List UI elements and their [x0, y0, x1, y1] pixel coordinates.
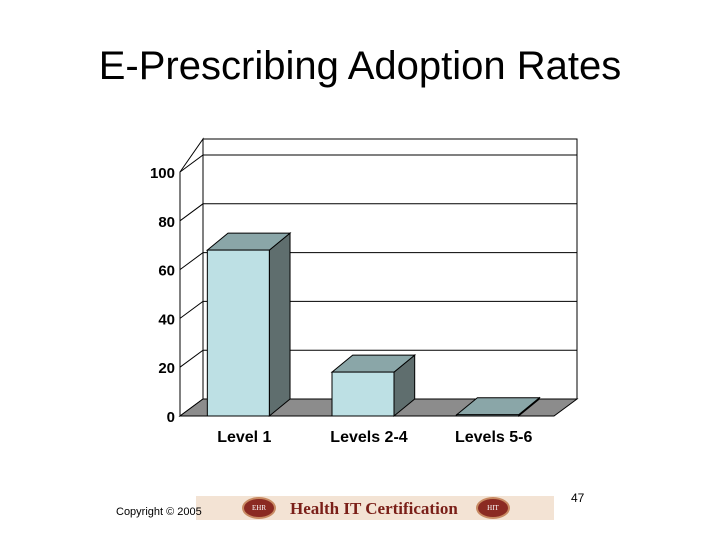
- gridline: [179, 154, 577, 173]
- seal-right-text: HIT: [487, 504, 499, 512]
- y-tick-label: 60: [158, 263, 175, 280]
- hit-seal-icon: HIT: [476, 497, 510, 519]
- bar: [456, 414, 520, 417]
- y-tick-label: 20: [158, 360, 175, 377]
- y-tick-label: 40: [158, 311, 175, 328]
- y-tick-label: 80: [158, 214, 175, 231]
- gridline: [179, 203, 577, 222]
- copyright-text: Copyright © 2005: [116, 506, 202, 518]
- chart-side-wall: [179, 137, 204, 417]
- banner-text: Health IT Certification: [290, 499, 458, 518]
- y-tick-label: 100: [150, 165, 175, 182]
- gridline: [179, 252, 577, 271]
- slide-title: E-Prescribing Adoption Rates: [98, 44, 622, 88]
- x-tick-label: Level 1: [217, 429, 271, 446]
- ehr-seal-icon: EHR: [242, 497, 276, 519]
- x-tick-label: Levels 2-4: [330, 429, 407, 446]
- y-tick-label: 0: [167, 409, 175, 426]
- gridline: [179, 349, 577, 368]
- certification-banner: EHR Health IT Certification HIT: [196, 496, 554, 520]
- bar: [331, 371, 395, 417]
- seal-left-text: EHR: [252, 504, 266, 512]
- bar: [206, 249, 270, 417]
- gridline: [179, 300, 577, 319]
- page-number: 47: [571, 491, 585, 505]
- x-tick-label: Levels 5-6: [455, 429, 532, 446]
- bar-side: [268, 232, 291, 418]
